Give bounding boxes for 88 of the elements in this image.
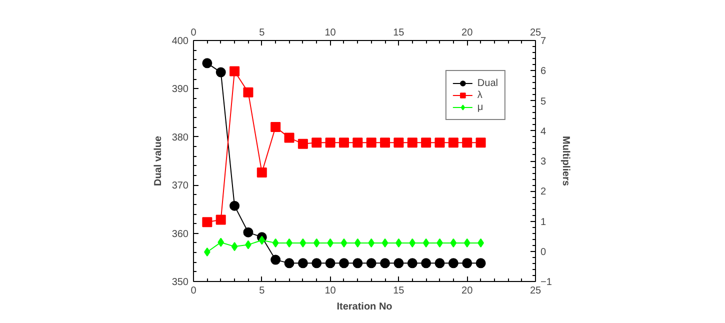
point <box>448 258 458 268</box>
point <box>476 138 486 148</box>
point <box>450 238 457 248</box>
point <box>272 238 279 248</box>
point <box>422 238 430 248</box>
y-tick-label: 360 <box>172 228 189 240</box>
point <box>352 258 363 268</box>
point <box>258 236 266 245</box>
point <box>352 138 363 148</box>
y2-axis-title: Multipliers <box>560 136 571 186</box>
point <box>340 238 348 248</box>
point <box>312 258 322 268</box>
point <box>270 254 281 265</box>
point <box>380 138 390 148</box>
point <box>448 138 458 148</box>
y-tick-label: 380 <box>172 132 189 144</box>
x-axis-title: Iteration No <box>336 302 392 312</box>
point <box>407 258 418 268</box>
x2-tick-label: 20 <box>462 286 474 296</box>
point <box>380 258 390 268</box>
point <box>464 238 470 248</box>
legend-label: Dual <box>477 77 498 89</box>
legend-label: λ <box>477 89 484 101</box>
y-tick-label: 390 <box>172 84 189 96</box>
point <box>202 58 212 68</box>
y-tick-label: 400 <box>172 36 189 47</box>
point <box>434 258 445 268</box>
y2-tick-label: 1 <box>540 216 546 228</box>
x2-tick-label: 25 <box>530 286 542 296</box>
y2-tick-label: 5 <box>540 96 546 108</box>
y-tick-label: 370 <box>172 180 189 192</box>
point <box>462 258 472 268</box>
point <box>462 138 472 148</box>
point <box>202 217 212 228</box>
point <box>382 238 388 248</box>
point <box>394 258 404 268</box>
point <box>231 242 238 252</box>
x-tick-label: 5 <box>259 28 266 38</box>
point <box>338 258 349 268</box>
point <box>434 138 445 148</box>
point <box>366 138 376 148</box>
x2-tick-label: 0 <box>190 286 197 296</box>
point <box>284 258 294 268</box>
point <box>298 258 308 268</box>
point <box>218 238 224 247</box>
point <box>216 214 226 225</box>
legend-label: μ <box>477 101 484 113</box>
point <box>368 238 375 248</box>
y2-tick-label: 6 <box>540 66 546 78</box>
point <box>407 138 418 148</box>
point <box>230 66 240 76</box>
point <box>243 87 254 98</box>
point <box>394 138 404 148</box>
x-tick-label: 15 <box>393 28 405 38</box>
point <box>338 138 349 148</box>
x-tick-label: 20 <box>462 28 474 38</box>
y-tick-label: 350 <box>172 277 189 288</box>
point <box>216 67 226 78</box>
point <box>284 132 294 143</box>
x-tick-label: 25 <box>530 28 542 38</box>
point <box>325 258 336 268</box>
y2-tick-label: 3 <box>540 156 546 168</box>
point <box>256 167 267 178</box>
x2-tick-label: 5 <box>259 286 266 296</box>
point <box>409 238 416 248</box>
y2-tick-label: −1 <box>540 277 552 288</box>
x2-tick-label: 15 <box>393 286 405 296</box>
x-tick-label: 10 <box>324 28 336 38</box>
point <box>325 138 336 148</box>
y2-tick-label: 4 <box>540 126 546 138</box>
point <box>354 238 361 248</box>
y-axis-title: Dual value <box>152 136 164 186</box>
point <box>476 258 486 268</box>
y2-tick-label: 2 <box>540 186 546 198</box>
y2-tick-label: 0 <box>540 246 546 258</box>
point <box>313 238 320 248</box>
y2-tick-label: 7 <box>540 36 546 47</box>
x2-tick-label: 10 <box>324 286 336 296</box>
point <box>298 138 308 149</box>
point <box>312 138 322 148</box>
point <box>270 122 281 132</box>
point <box>300 238 306 248</box>
point <box>421 258 432 268</box>
point <box>366 258 376 268</box>
point <box>230 200 240 211</box>
point <box>421 138 432 148</box>
point <box>243 227 254 238</box>
x-tick-label: 0 <box>190 28 197 38</box>
